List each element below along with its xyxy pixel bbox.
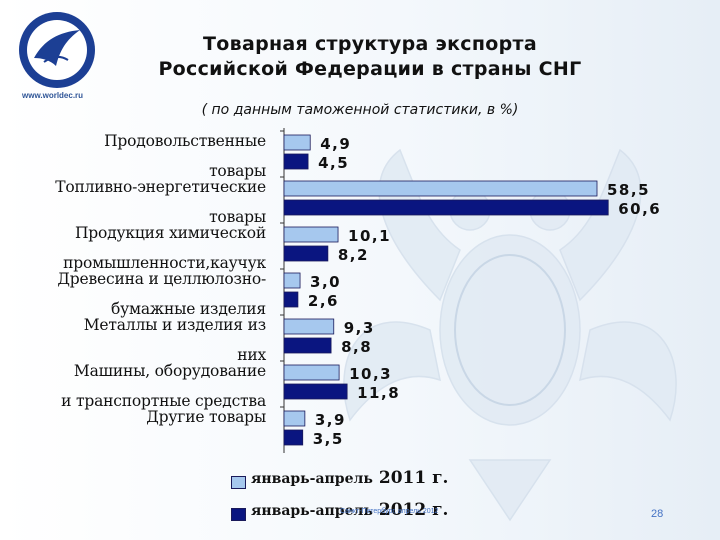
category-label: Топливно-энергетические товары bbox=[8, 172, 266, 232]
bar-2011 bbox=[283, 226, 339, 243]
category-label-line: промышленности,каучук bbox=[63, 254, 266, 272]
data-label: 11,8 bbox=[357, 384, 400, 402]
legend-entry-2011: январь-апрель 2011 г. bbox=[251, 468, 448, 488]
data-label: 58,5 bbox=[607, 181, 650, 199]
company-logo bbox=[19, 12, 95, 88]
category-label-line: товары bbox=[209, 208, 266, 226]
category-label: Металлы и изделия из них bbox=[8, 310, 266, 370]
bar-2011 bbox=[283, 180, 598, 197]
data-label: 4,5 bbox=[318, 154, 349, 172]
legend-label: январь-апрель bbox=[251, 471, 373, 487]
bar-2011 bbox=[283, 272, 301, 289]
data-label: 10,3 bbox=[349, 365, 392, 383]
category-label: Другие товары bbox=[8, 402, 266, 432]
legend-swatch-2012 bbox=[231, 508, 246, 521]
bar-2012 bbox=[283, 245, 329, 262]
data-label: 3,0 bbox=[310, 273, 341, 291]
title-line-1: Товарная структура экспорта bbox=[203, 33, 537, 55]
data-label: 4,9 bbox=[320, 135, 351, 153]
bar-2011 bbox=[283, 410, 306, 427]
slide-subtitle: ( по данным таможенной статистики, в %) bbox=[201, 102, 519, 118]
category-label: Машины, оборудование и транспортные средс… bbox=[8, 356, 266, 416]
bar-2012 bbox=[283, 199, 609, 216]
category-label-line: Топливно-энергетические bbox=[55, 178, 266, 196]
category-label: Древесина и целлюлозно-бумажные изделия bbox=[8, 264, 266, 324]
bar-2012 bbox=[283, 383, 348, 400]
category-label-line: Продукция химической bbox=[74, 224, 266, 242]
category-label-line: товары bbox=[209, 162, 266, 180]
site-url: www.worldec.ru bbox=[22, 91, 84, 100]
category-label-line: бумажные изделия bbox=[110, 300, 266, 318]
bar-2012 bbox=[283, 153, 309, 170]
bar-2012 bbox=[283, 337, 332, 354]
page-number: 28 bbox=[651, 508, 664, 520]
category-label-line: Продовольственные bbox=[104, 132, 266, 150]
data-label: 10,1 bbox=[348, 227, 391, 245]
legend-label: январь-апрель bbox=[251, 503, 373, 519]
category-label-line: и транспортные средства bbox=[61, 392, 266, 410]
legend-year: 2011 г. bbox=[378, 468, 449, 488]
category-label-line: Машины, оборудование bbox=[73, 362, 266, 380]
bar-2011 bbox=[283, 364, 340, 381]
slide-title: Товарная структура экспорта Российской Ф… bbox=[110, 32, 630, 82]
bar-2011 bbox=[283, 318, 335, 335]
data-label: 60,6 bbox=[618, 200, 661, 218]
category-label-line: Древесина и целлюлозно- bbox=[57, 270, 266, 288]
category-label: Продовольственные товары bbox=[8, 126, 266, 186]
category-label: Продукция химической промышленности,каучу… bbox=[8, 218, 266, 278]
legend-entry-2012: январь-апрель 2012 г. bbox=[251, 500, 448, 520]
legend-swatch-2011 bbox=[231, 476, 246, 489]
legend-year: 2012 г. bbox=[378, 500, 449, 520]
data-label: 8,8 bbox=[341, 338, 372, 356]
bar-2011 bbox=[283, 134, 311, 151]
data-label: 9,3 bbox=[344, 319, 375, 337]
category-label-line: них bbox=[237, 346, 266, 364]
data-label: 8,2 bbox=[338, 246, 369, 264]
category-label-line: Другие товары bbox=[146, 408, 266, 426]
title-line-2: Российской Федерации в страны СНГ bbox=[158, 58, 582, 80]
bar-2012 bbox=[283, 291, 299, 308]
data-label: 3,5 bbox=[313, 430, 344, 448]
data-label: 2,6 bbox=[308, 292, 339, 310]
data-label: 3,9 bbox=[315, 411, 346, 429]
bar-2012 bbox=[283, 429, 304, 446]
footer-location: Санкт-Петербург, апрель 2012 bbox=[340, 508, 439, 515]
category-label-line: Металлы и изделия из bbox=[83, 316, 266, 334]
